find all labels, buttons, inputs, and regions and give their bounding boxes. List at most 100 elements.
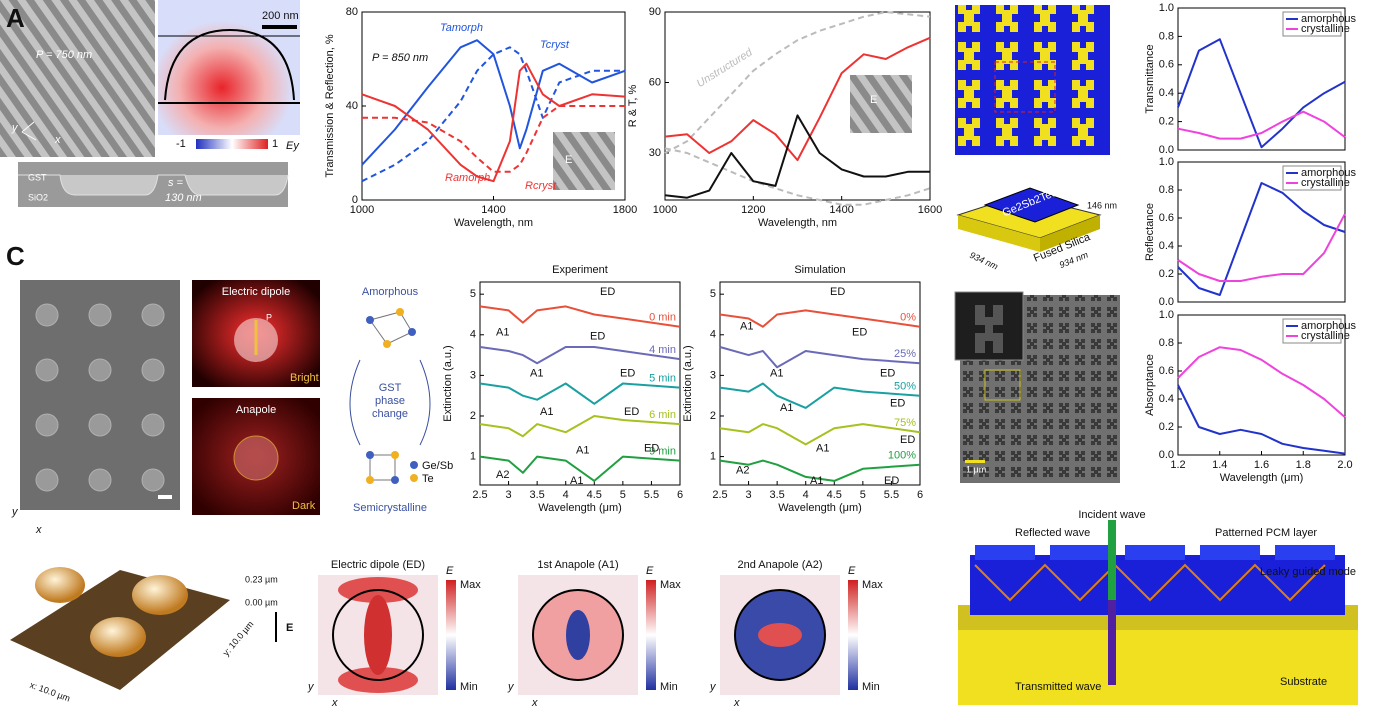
legend-label: crystalline xyxy=(1301,23,1350,35)
annotation: ED xyxy=(600,286,615,298)
annotation: ED xyxy=(590,331,605,343)
y-tick-label: 3 xyxy=(710,369,716,381)
colorbar-label: 1 xyxy=(272,138,278,150)
annotation: A2 xyxy=(496,469,509,481)
shape xyxy=(955,5,1110,155)
x-tick-label: 2.5 xyxy=(712,489,727,501)
axis-label: y xyxy=(507,681,515,693)
series-label: Unstructured xyxy=(695,46,756,90)
y-tick-label: 0.6 xyxy=(1159,59,1174,71)
shape xyxy=(262,25,297,29)
axis-label: x xyxy=(331,697,338,709)
shape xyxy=(994,61,1056,113)
y-tick-label: 1.0 xyxy=(1159,156,1174,168)
series-label: 50% xyxy=(894,381,916,393)
mode-label: Anapole xyxy=(236,404,276,416)
y-axis-label: Transmission & Reflection, % xyxy=(324,34,336,177)
pillar xyxy=(141,358,165,382)
x-tick-label: 1.2 xyxy=(1170,459,1185,471)
pillar xyxy=(141,413,165,437)
shape xyxy=(983,187,1080,223)
material-label: SiO2 xyxy=(28,192,48,202)
series-label: 4 min xyxy=(649,344,676,356)
annotation: ED xyxy=(890,398,905,410)
series-line xyxy=(719,423,921,446)
x-tick-label: 4 xyxy=(803,489,809,501)
legend-label: Te xyxy=(422,473,434,485)
annotation: A1 xyxy=(780,402,793,414)
shape xyxy=(158,0,300,135)
axis-label: y xyxy=(11,122,19,134)
field-lobe xyxy=(566,610,590,660)
inset-label: E xyxy=(870,94,877,106)
colorbar-label: Max xyxy=(660,579,681,591)
axis-label: y: 10.0 µm xyxy=(221,619,256,658)
x-tick-label: 6 xyxy=(677,489,683,501)
x-axis-label: Wavelength (μm) xyxy=(778,502,862,514)
annotation: ED xyxy=(900,434,915,446)
shape xyxy=(35,567,85,603)
diagram-label: Reflected wave xyxy=(1015,527,1090,539)
shape xyxy=(1108,600,1116,685)
series-line xyxy=(362,105,625,173)
mode-label: P xyxy=(266,312,272,322)
shape xyxy=(366,451,374,459)
map-title: 1st Anapole (A1) xyxy=(537,559,618,571)
pillar xyxy=(88,358,112,382)
series-line xyxy=(361,39,626,166)
annotation: ED xyxy=(880,367,895,379)
legend-label: crystalline xyxy=(1301,177,1350,189)
colorbar-label: -1 xyxy=(176,138,186,150)
pillar xyxy=(35,358,59,382)
mode-label: Electric dipole xyxy=(222,286,290,298)
series-line xyxy=(664,114,930,199)
pillar xyxy=(88,303,112,327)
colorbar-var: E xyxy=(646,565,654,577)
legend-label: Ge/Sb xyxy=(422,460,453,472)
x-tick-label: 5 xyxy=(860,489,866,501)
x-tick-label: 3 xyxy=(506,489,512,501)
x-tick-label: 2.0 xyxy=(1337,459,1352,471)
colorbar-label: Min xyxy=(660,681,678,693)
x-tick-label: 2.5 xyxy=(472,489,487,501)
y-tick-label: 5 xyxy=(710,288,716,300)
series-label: Rcryst xyxy=(525,180,557,192)
x-tick-label: 3 xyxy=(746,489,752,501)
y-tick-label: 0.8 xyxy=(1159,337,1174,349)
shape xyxy=(410,474,418,482)
y-tick-label: 1.0 xyxy=(1159,309,1174,321)
plot-frame xyxy=(719,281,921,486)
annotation: A1 xyxy=(740,321,753,333)
mode-label: Dark xyxy=(292,500,316,512)
x-axis-label: Wavelength, nm xyxy=(758,217,837,229)
colorbar-label: Min xyxy=(862,681,880,693)
shape xyxy=(164,28,295,101)
shape xyxy=(1040,215,1100,252)
series-line xyxy=(1177,213,1346,282)
particle-outline xyxy=(532,589,624,681)
y-tick-label: 0.4 xyxy=(1159,393,1174,405)
mode-label: Bright xyxy=(290,372,319,384)
legend-label: amorphous xyxy=(1301,320,1357,332)
axis-label: y xyxy=(709,681,717,693)
gap-label: s = xyxy=(168,177,184,189)
annotation: A1 xyxy=(810,475,823,487)
shape xyxy=(21,121,37,141)
series-line xyxy=(479,415,681,438)
annotation: ED xyxy=(884,475,899,487)
x-tick-label: 4.5 xyxy=(827,489,842,501)
axis-label: 0.23 µm xyxy=(245,574,278,584)
legend-label: crystalline xyxy=(1301,330,1350,342)
y-tick-label: 4 xyxy=(710,329,716,341)
shape xyxy=(553,132,615,190)
x-axis-label: Wavelength, nm xyxy=(454,217,533,229)
series-line xyxy=(1177,182,1346,296)
annotation: P = 850 nm xyxy=(372,52,428,64)
material-label: GST xyxy=(28,172,47,182)
series-line xyxy=(1177,384,1346,455)
y-tick-label: 0.0 xyxy=(1159,144,1174,156)
y-axis-label: Reflectance xyxy=(1144,203,1156,261)
shape xyxy=(975,545,1335,560)
y-tick-label: 60 xyxy=(649,76,661,88)
